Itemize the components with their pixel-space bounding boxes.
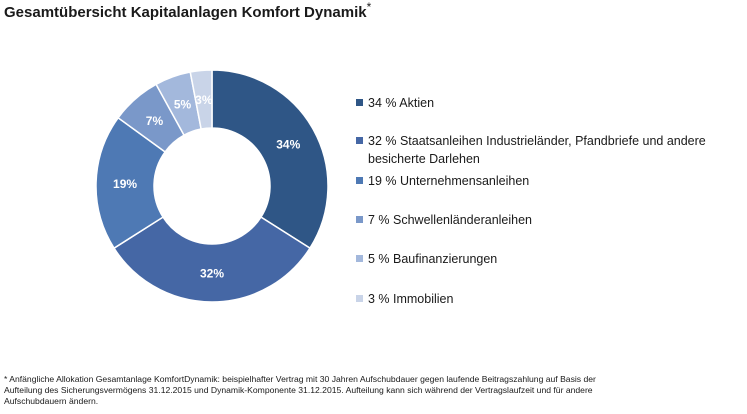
legend-swatch	[356, 177, 363, 184]
footnote: * Anfängliche Allokation Gesamtanlage Ko…	[4, 374, 596, 406]
legend-swatch	[356, 295, 363, 302]
legend-label: 7 % Schwellenländeranleihen	[368, 213, 533, 227]
donut-slice	[189, 69, 213, 130]
donut-slice	[211, 69, 329, 250]
chart-title: Gesamtübersicht Kapitalanlagen Komfort D…	[4, 0, 372, 21]
legend-swatch	[356, 255, 363, 262]
slice-label: 3%	[195, 93, 213, 107]
donut-slice	[95, 116, 167, 250]
legend-label: 5 % Baufinanzierungen	[368, 252, 498, 266]
slice-label: 34%	[276, 138, 300, 152]
legend-swatch	[356, 137, 363, 144]
slice-label: 19%	[113, 177, 137, 191]
legend-label: 19 % Unternehmensanleihen	[368, 174, 530, 188]
legend-swatch	[356, 216, 363, 223]
slice-label: 32%	[200, 267, 224, 281]
legend-label: 3 % Immobilien	[368, 292, 454, 306]
slice-label: 5%	[174, 98, 192, 112]
legend-label: 34 % Aktien	[368, 96, 435, 110]
donut-slice	[113, 216, 311, 303]
slice-label: 7%	[146, 114, 164, 128]
legend-label: 32 % Staatsanleihen Industrieländer, Pfa…	[368, 134, 706, 166]
legend-swatch	[356, 99, 363, 106]
